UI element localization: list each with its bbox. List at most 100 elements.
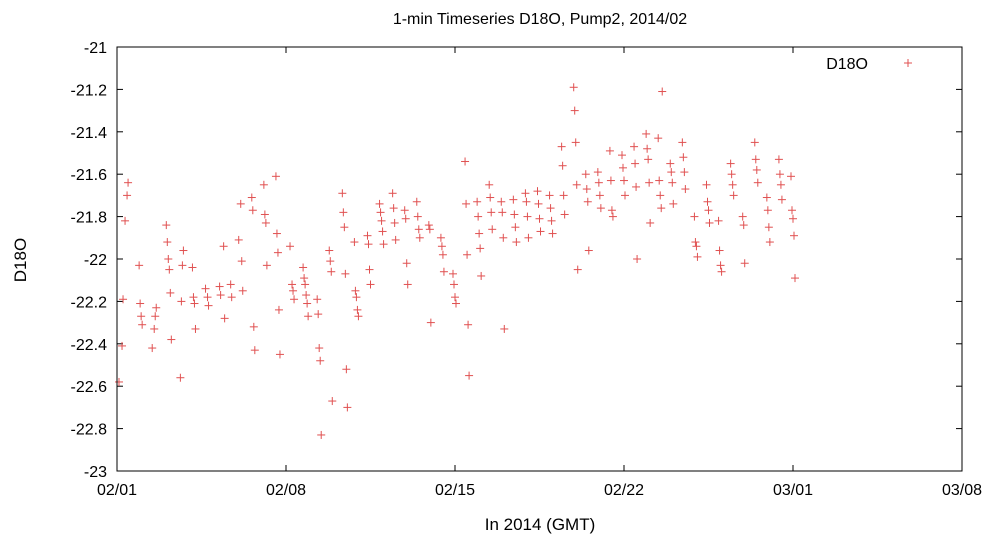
data-point [188, 263, 197, 272]
data-point [705, 218, 714, 227]
data-point [765, 238, 774, 247]
data-point [500, 324, 509, 333]
data-point [220, 314, 229, 323]
data-point [273, 248, 282, 257]
data-point [764, 223, 773, 232]
data-point [463, 250, 472, 259]
data-point [717, 267, 726, 276]
data-point [227, 293, 236, 302]
data-point [328, 397, 337, 406]
data-point [523, 212, 532, 221]
data-point [679, 153, 688, 162]
data-point [692, 242, 701, 251]
data-point [389, 204, 398, 213]
data-point [425, 225, 434, 234]
data-point [314, 310, 323, 319]
data-point [631, 159, 640, 168]
data-point [167, 335, 176, 344]
data-point [179, 246, 188, 255]
data-point [557, 142, 566, 151]
data-point [702, 180, 711, 189]
data-point [343, 403, 352, 412]
data-point [261, 218, 270, 227]
data-point [302, 291, 311, 300]
data-point [656, 191, 665, 200]
data-point [728, 180, 737, 189]
data-point [301, 280, 310, 289]
data-point [449, 280, 458, 289]
data-point [620, 176, 628, 185]
data-point [714, 216, 723, 225]
data-point [596, 204, 605, 213]
data-point [123, 191, 132, 200]
data-point [545, 191, 554, 200]
data-point [259, 180, 268, 189]
data-point [774, 155, 783, 164]
data-point [716, 261, 725, 270]
data-point [608, 212, 617, 221]
data-point [236, 199, 245, 208]
data-point [148, 344, 157, 353]
data-point [289, 286, 298, 295]
data-point [286, 242, 295, 251]
data-point [630, 142, 639, 151]
data-point [786, 172, 795, 181]
data-point [189, 293, 198, 302]
data-point [690, 212, 699, 221]
data-point [462, 199, 471, 208]
data-point [377, 216, 386, 225]
y-tick-label: -23 [84, 464, 107, 481]
data-point [560, 210, 569, 219]
data-point [437, 242, 446, 251]
data-point [300, 274, 309, 283]
legend-label: D18O [826, 56, 868, 73]
data-point [364, 240, 373, 249]
data-point [738, 212, 747, 221]
data-point [559, 191, 568, 200]
data-point [351, 286, 360, 295]
data-point [115, 377, 124, 386]
data-point [646, 218, 655, 227]
data-point [119, 295, 128, 304]
data-point [791, 274, 800, 283]
data-point [704, 206, 713, 215]
data-point [262, 261, 271, 270]
data-point [477, 271, 486, 280]
data-point [618, 163, 627, 172]
data-point [288, 280, 297, 289]
data-point [750, 138, 759, 147]
data-point [558, 161, 567, 170]
data-point [275, 350, 284, 359]
data-point [790, 231, 799, 240]
data-point [536, 227, 545, 236]
data-point [401, 214, 410, 223]
y-tick-label: -21 [84, 40, 107, 57]
data-point [488, 225, 497, 234]
data-point [571, 138, 580, 147]
x-tick-label: 02/15 [435, 482, 475, 499]
data-point [475, 229, 484, 238]
data-point [219, 242, 228, 251]
data-point [234, 235, 243, 244]
y-tick-label: -21.4 [71, 125, 108, 142]
data-point [487, 208, 496, 217]
data-point [643, 144, 652, 153]
data-point [762, 193, 771, 202]
axis-ticks: -21 -21.2 -21.4 -21.6 -21.8 -22 -22.2 -22.4 -22.… [71, 40, 983, 499]
data-point [438, 250, 447, 259]
y-tick-label: -22.6 [71, 379, 108, 396]
data-point [740, 259, 749, 268]
data-point [657, 204, 666, 213]
data-point [594, 178, 603, 187]
data-point [681, 185, 690, 194]
data-point [376, 208, 385, 217]
data-point [164, 255, 173, 263]
data-point [465, 371, 474, 380]
x-tick-label: 02/01 [97, 482, 137, 499]
data-point [402, 259, 411, 268]
data-point [436, 233, 445, 242]
data-point [668, 178, 677, 187]
data-point [787, 206, 796, 215]
data-point [607, 206, 616, 215]
